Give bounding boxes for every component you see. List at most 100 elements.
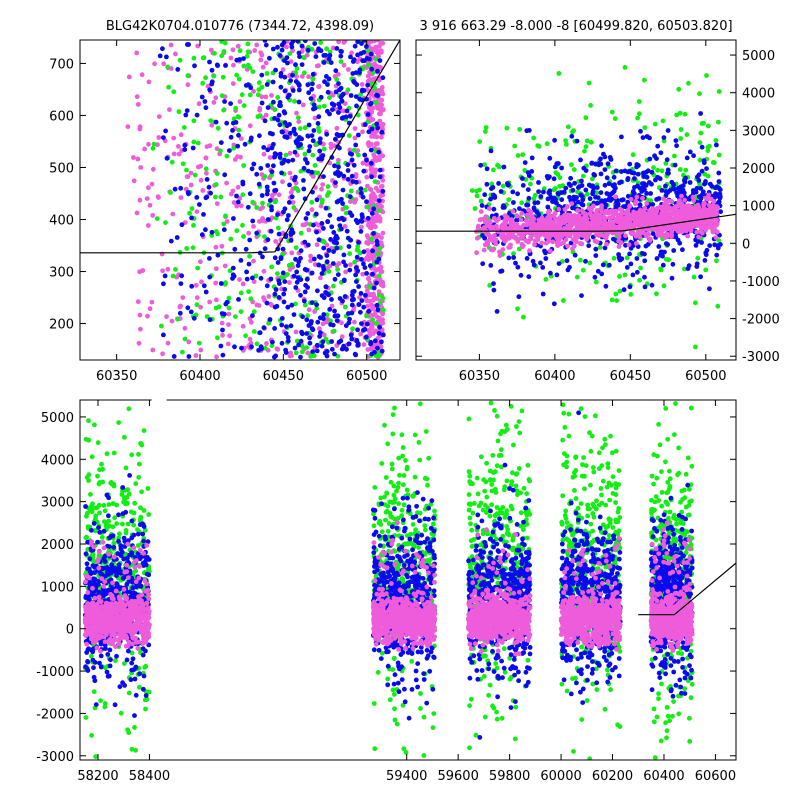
data-point: [254, 42, 260, 48]
data-point: [361, 49, 367, 55]
data-point: [139, 442, 145, 448]
data-point: [200, 55, 206, 61]
data-point: [379, 184, 384, 189]
data-point: [604, 175, 610, 181]
data-point: [300, 349, 305, 355]
data-point: [642, 274, 647, 280]
data-point: [701, 203, 707, 208]
data-point: [540, 291, 546, 297]
data-point: [329, 297, 334, 302]
data-point: [694, 229, 700, 235]
data-point: [101, 519, 107, 524]
data-point: [599, 198, 605, 204]
data-point: [545, 196, 551, 202]
data-point: [96, 481, 102, 487]
data-point: [559, 197, 565, 203]
data-point: [346, 133, 352, 139]
data-point: [568, 183, 573, 188]
data-point: [377, 292, 382, 298]
data-point: [219, 40, 225, 44]
data-point: [177, 304, 183, 310]
data-point: [628, 196, 634, 202]
data-point: [581, 165, 587, 171]
data-point: [258, 275, 264, 281]
data-point: [376, 208, 382, 214]
data-point: [224, 153, 230, 159]
data-point: [592, 274, 598, 280]
data-point: [233, 105, 239, 111]
data-point: [590, 189, 596, 194]
data-point: [717, 191, 723, 197]
data-point: [284, 217, 290, 223]
data-point: [369, 312, 375, 318]
data-point: [310, 81, 315, 87]
data-point: [265, 188, 270, 194]
data-point: [216, 304, 222, 310]
data-point: [517, 126, 523, 132]
data-point: [285, 304, 291, 310]
data-point: [283, 152, 289, 158]
data-point: [170, 211, 176, 217]
data-point: [640, 135, 646, 141]
data-point: [680, 214, 685, 220]
data-point: [546, 209, 552, 214]
data-point: [223, 213, 228, 219]
data-point: [579, 232, 585, 238]
data-point: [543, 277, 549, 282]
data-point: [307, 144, 313, 149]
data-point: [512, 143, 518, 149]
data-point: [550, 239, 556, 245]
data-point: [675, 237, 681, 243]
data-point: [231, 200, 237, 205]
model-line: [416, 213, 736, 232]
data-point: [353, 265, 359, 271]
data-point: [331, 230, 337, 235]
data-point: [706, 221, 711, 227]
data-point: [559, 233, 565, 239]
data-point: [164, 155, 170, 161]
data-point: [379, 129, 385, 135]
data-point: [290, 88, 296, 93]
data-point: [546, 238, 551, 244]
data-point: [579, 183, 585, 188]
data-point: [283, 347, 288, 353]
data-point: [298, 255, 303, 261]
data-point: [377, 118, 383, 124]
data-point: [480, 233, 485, 238]
data-point: [302, 298, 307, 304]
data-point: [606, 262, 612, 268]
data-point: [614, 298, 620, 303]
data-point: [328, 318, 333, 324]
data-point: [364, 288, 370, 294]
data-point: [364, 44, 369, 49]
data-point: [488, 247, 494, 253]
data-point: [291, 205, 297, 210]
data-point: [327, 95, 332, 100]
data-point: [579, 178, 584, 184]
data-point: [345, 162, 351, 168]
data-point: [218, 343, 224, 349]
data-point: [571, 128, 576, 134]
data-point: [340, 298, 345, 304]
data-point: [125, 124, 131, 130]
data-point: [342, 101, 348, 106]
data-point: [326, 248, 332, 253]
data-point: [242, 141, 248, 147]
data-point: [178, 185, 184, 191]
data-point: [691, 153, 696, 159]
data-point: [163, 220, 168, 226]
data-point: [347, 267, 353, 273]
data-point: [321, 245, 327, 251]
data-point: [651, 165, 656, 171]
data-point: [529, 169, 535, 174]
data-point: [654, 197, 659, 202]
data-point: [293, 350, 299, 356]
data-point: [370, 331, 376, 336]
data-point: [497, 249, 502, 255]
data-point: [598, 156, 603, 162]
data-point: [654, 291, 659, 297]
data-point: [360, 271, 366, 277]
data-point: [186, 339, 192, 345]
data-point: [369, 109, 375, 115]
data-point: [198, 177, 204, 183]
